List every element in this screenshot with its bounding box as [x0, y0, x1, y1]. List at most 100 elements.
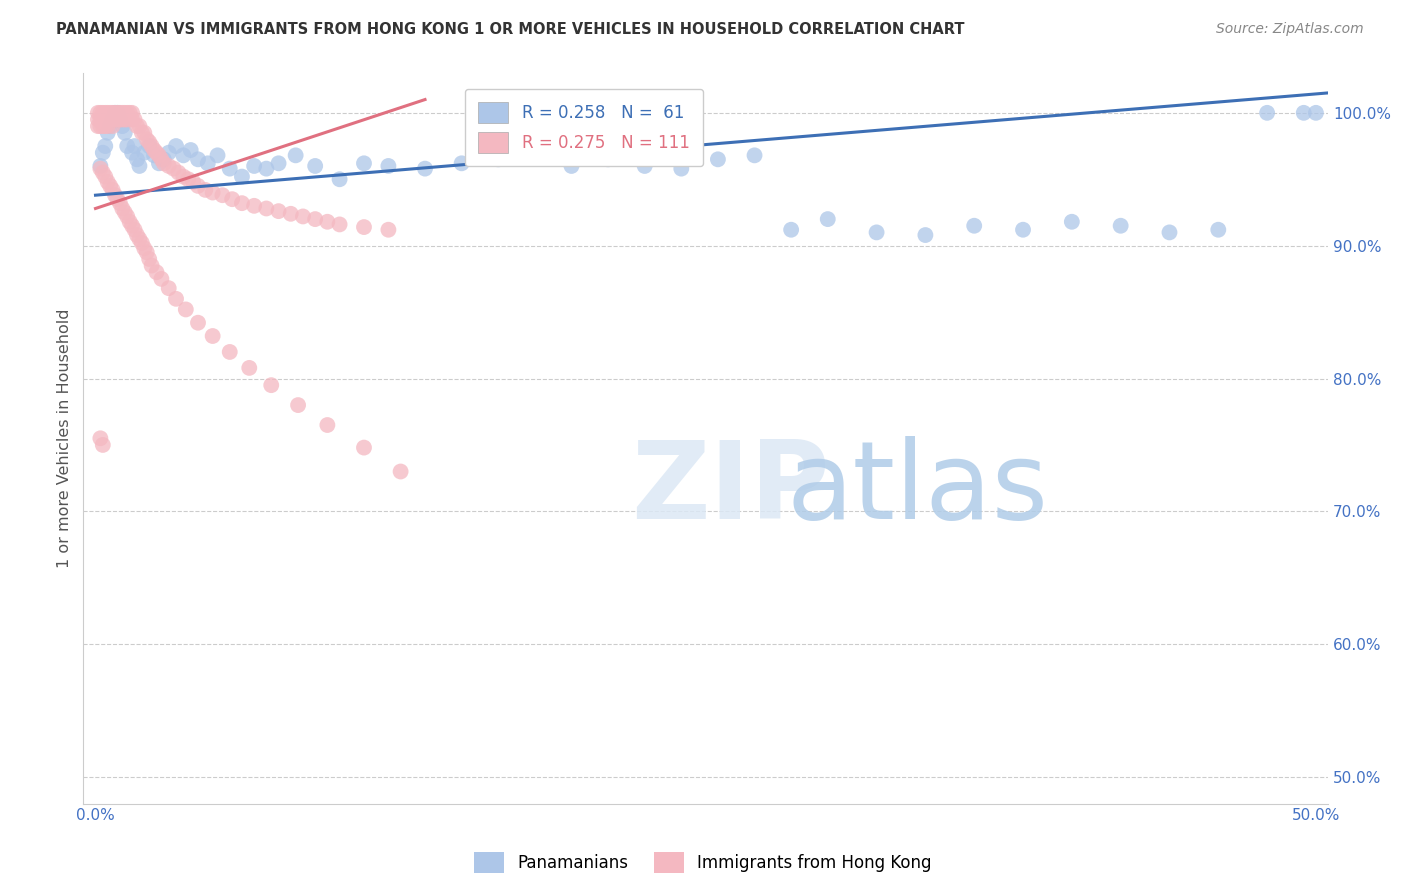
Point [150, 272, 173, 286]
Point [187, 153, 209, 167]
Point [107, 105, 129, 120]
Point [201, 186, 224, 200]
Point [101, 112, 124, 127]
Point [98, 178, 121, 193]
Point [98, 105, 121, 120]
Point [114, 205, 136, 219]
Y-axis label: 1 or more Vehicles in Household: 1 or more Vehicles in Household [58, 309, 72, 568]
Point [201, 329, 224, 343]
Point [377, 223, 399, 237]
Point [128, 119, 150, 133]
Point [115, 105, 138, 120]
Point [231, 196, 253, 211]
Point [135, 245, 157, 260]
Point [138, 135, 160, 149]
Point [108, 112, 131, 127]
Point [914, 228, 936, 243]
Point [115, 112, 138, 127]
Point [187, 316, 209, 330]
Point [108, 196, 131, 211]
Point [98, 119, 121, 133]
Text: atlas: atlas [786, 436, 1049, 542]
Point [1012, 223, 1035, 237]
Point [963, 219, 986, 233]
Point [94, 105, 117, 120]
Text: Source: ZipAtlas.com: Source: ZipAtlas.com [1216, 22, 1364, 37]
Point [523, 145, 546, 160]
Point [104, 112, 127, 127]
Point [141, 139, 163, 153]
Point [94, 139, 117, 153]
Point [111, 112, 134, 127]
Legend: Panamanians, Immigrants from Hong Kong: Panamanians, Immigrants from Hong Kong [468, 846, 938, 880]
Point [143, 148, 166, 162]
Point [121, 145, 143, 160]
Point [153, 153, 176, 167]
Point [148, 148, 170, 162]
Point [197, 156, 219, 170]
Point [131, 126, 153, 140]
Point [97, 119, 120, 133]
Point [131, 235, 153, 250]
Point [174, 302, 197, 317]
Point [101, 105, 124, 120]
Point [304, 159, 326, 173]
Point [89, 431, 111, 445]
Point [143, 143, 166, 157]
Point [211, 188, 233, 202]
Point [114, 112, 136, 127]
Point [111, 119, 134, 133]
Point [121, 112, 143, 127]
Point [353, 156, 375, 170]
Point [104, 188, 127, 202]
Point [87, 119, 110, 133]
Point [817, 212, 839, 227]
Point [94, 169, 117, 184]
Point [91, 105, 114, 120]
Point [194, 183, 217, 197]
Point [267, 156, 290, 170]
Point [177, 172, 200, 186]
Point [89, 112, 111, 127]
Legend: R = 0.258   N =  61, R = 0.275   N = 111: R = 0.258 N = 61, R = 0.275 N = 111 [465, 88, 703, 167]
Point [101, 112, 124, 127]
Point [172, 148, 194, 162]
Point [1159, 226, 1181, 240]
Point [413, 161, 436, 176]
Point [218, 161, 240, 176]
Point [145, 145, 167, 160]
Point [291, 210, 314, 224]
Point [284, 148, 307, 162]
Point [316, 417, 339, 432]
Point [1109, 219, 1132, 233]
Point [108, 105, 131, 120]
Point [148, 156, 170, 170]
Point [150, 153, 173, 167]
Point [254, 202, 277, 216]
Point [207, 148, 229, 162]
Point [118, 105, 141, 120]
Point [181, 175, 204, 189]
Point [353, 441, 375, 455]
Point [260, 378, 283, 392]
Point [89, 119, 111, 133]
Point [238, 360, 260, 375]
Point [1208, 223, 1230, 237]
Point [596, 153, 619, 167]
Point [91, 112, 114, 127]
Point [138, 252, 160, 266]
Point [97, 105, 120, 120]
Point [1305, 105, 1327, 120]
Point [304, 212, 326, 227]
Point [316, 215, 339, 229]
Point [107, 112, 129, 127]
Point [634, 159, 657, 173]
Point [124, 112, 146, 127]
Point [101, 119, 124, 133]
Point [243, 159, 266, 173]
Point [104, 105, 127, 120]
Point [135, 132, 157, 146]
Point [104, 105, 127, 120]
Point [94, 119, 117, 133]
Point [111, 105, 134, 120]
